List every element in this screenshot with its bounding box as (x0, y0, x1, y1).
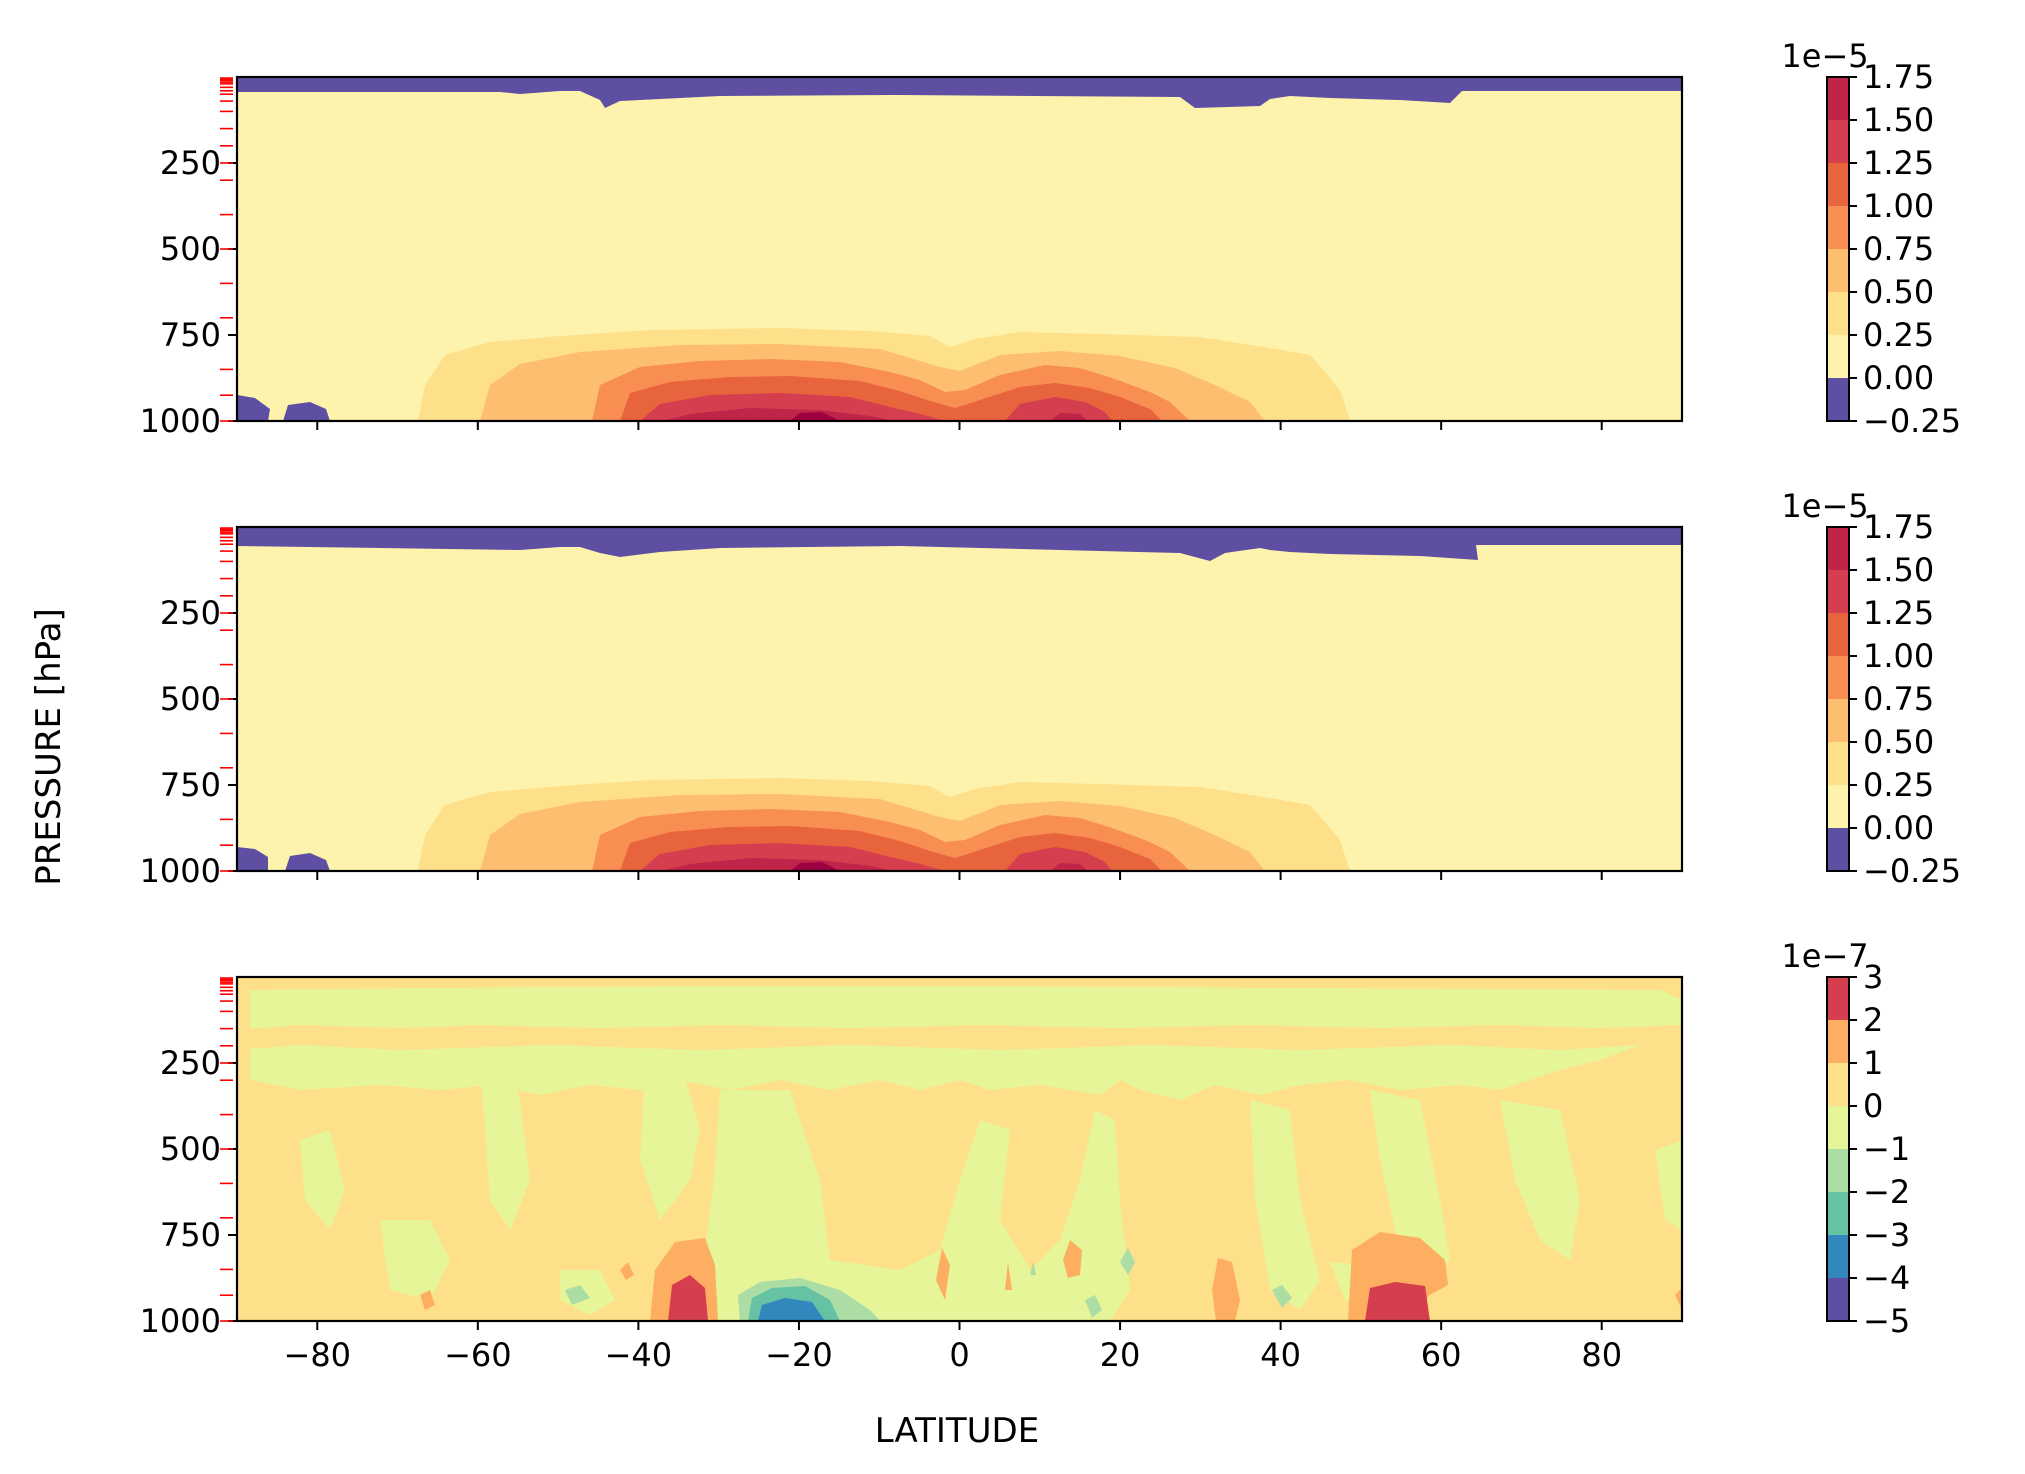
contour-fill (237, 77, 1682, 421)
colorbar-swatch (1827, 1149, 1849, 1192)
x-axis-label: LATITUDE (875, 1411, 1039, 1451)
colorbar-tick-label: 0.75 (1863, 680, 1934, 718)
y-tick-label: 1000 (140, 1302, 221, 1340)
colorbar-tick-label: 0.50 (1863, 273, 1934, 311)
colorbar-swatch (1827, 292, 1849, 335)
y-tick-label: 250 (160, 594, 221, 632)
colorbar-swatch (1827, 977, 1849, 1020)
y-tick-label: 500 (160, 680, 221, 718)
colorbar-swatch (1827, 527, 1849, 570)
colorbar-tick-label: 1.50 (1863, 551, 1934, 589)
colorbar-swatch (1827, 742, 1849, 785)
colorbar-tick-label: −0.25 (1863, 852, 1961, 890)
colorbar-tick-label: −3 (1863, 1216, 1910, 1254)
colorbar-swatch (1827, 120, 1849, 163)
colorbar-tick-label: −5 (1863, 1302, 1910, 1340)
y-tick-label: 250 (160, 1044, 221, 1082)
colorbar-swatch (1827, 163, 1849, 206)
x-tick-label: 40 (1260, 1336, 1301, 1374)
colorbar-swatch (1827, 378, 1849, 421)
colorbar-swatch (1827, 206, 1849, 249)
colorbar-tick-label: −2 (1863, 1173, 1910, 1211)
colorbar-swatch (1827, 699, 1849, 742)
colorbar-tick-label: 0.00 (1863, 809, 1934, 847)
colorbar-tick-label: 1 (1863, 1044, 1883, 1082)
y-axis-label: PRESSURE [hPa] (29, 608, 69, 885)
colorbar-tick-label: 1.00 (1863, 637, 1934, 675)
colorbar-swatch (1827, 1278, 1849, 1321)
colorbar-tick-label: −4 (1863, 1259, 1910, 1297)
colorbar-tick-label: 0.00 (1863, 359, 1934, 397)
y-tick-label: 250 (160, 144, 221, 182)
colorbar-swatch (1827, 656, 1849, 699)
colorbar-swatch (1827, 1106, 1849, 1149)
colorbar-tick-label: 1.50 (1863, 101, 1934, 139)
colorbar-swatch (1827, 249, 1849, 292)
y-tick-label: 750 (160, 766, 221, 804)
x-tick-label: 80 (1581, 1336, 1622, 1374)
colorbar-tick-label: 1.00 (1863, 187, 1934, 225)
contour-fill (237, 977, 1682, 1321)
colorbar-tick-label: 0.75 (1863, 230, 1934, 268)
colorbar-tick-label: 0.25 (1863, 766, 1934, 804)
x-tick-label: 0 (949, 1336, 969, 1374)
x-tick-label: −60 (444, 1336, 512, 1374)
colorbar-tick-label: 3 (1863, 958, 1883, 996)
colorbar-swatch (1827, 570, 1849, 613)
colorbar-swatch (1827, 335, 1849, 378)
colorbar-swatch (1827, 1020, 1849, 1063)
colorbar-swatch (1827, 828, 1849, 871)
y-tick-label: 500 (160, 230, 221, 268)
colorbar-exponent: 1e−5 (1781, 37, 1868, 75)
x-tick-label: 60 (1421, 1336, 1462, 1374)
y-tick-label: 1000 (140, 852, 221, 890)
colorbar-tick-label: 0 (1863, 1087, 1883, 1125)
colorbar-swatch (1827, 613, 1849, 656)
colorbar-swatch (1827, 1192, 1849, 1235)
x-tick-label: 20 (1100, 1336, 1141, 1374)
x-tick-label: −40 (605, 1336, 673, 1374)
colorbar-tick-label: 1.75 (1863, 508, 1934, 546)
colorbar-exponent: 1e−5 (1781, 487, 1868, 525)
y-tick-label: 750 (160, 316, 221, 354)
colorbar-tick-label: 1.25 (1863, 594, 1934, 632)
contour-fill (237, 527, 1682, 871)
colorbar-tick-label: −0.25 (1863, 402, 1961, 440)
colorbar-swatch (1827, 77, 1849, 120)
colorbar-tick-label: 1.75 (1863, 58, 1934, 96)
panel-middle: 250 500 750 1000 −0.25 0.00 0.25 0.50 0.75 1.00 1… (140, 487, 1962, 890)
colorbar-swatch (1827, 1063, 1849, 1106)
colorbar-tick-label: 0.25 (1863, 316, 1934, 354)
colorbar-tick-label: −1 (1863, 1130, 1910, 1168)
colorbar-swatch (1827, 1235, 1849, 1278)
colorbar-tick-label: 0.50 (1863, 723, 1934, 761)
y-tick-label: 1000 (140, 402, 221, 440)
panel-top: 250 500 750 1000 −0.25 0.00 0.25 0.50 0.75 1.00 1… (140, 37, 1962, 440)
x-tick-label: −20 (765, 1336, 833, 1374)
colorbar-exponent: 1e−7 (1781, 937, 1868, 975)
x-tick-label: −80 (284, 1336, 352, 1374)
colorbar-swatch (1827, 785, 1849, 828)
y-tick-label: 500 (160, 1130, 221, 1168)
colorbar-tick-label: 2 (1863, 1001, 1883, 1039)
y-tick-label: 750 (160, 1216, 221, 1254)
colorbar-tick-label: 1.25 (1863, 144, 1934, 182)
